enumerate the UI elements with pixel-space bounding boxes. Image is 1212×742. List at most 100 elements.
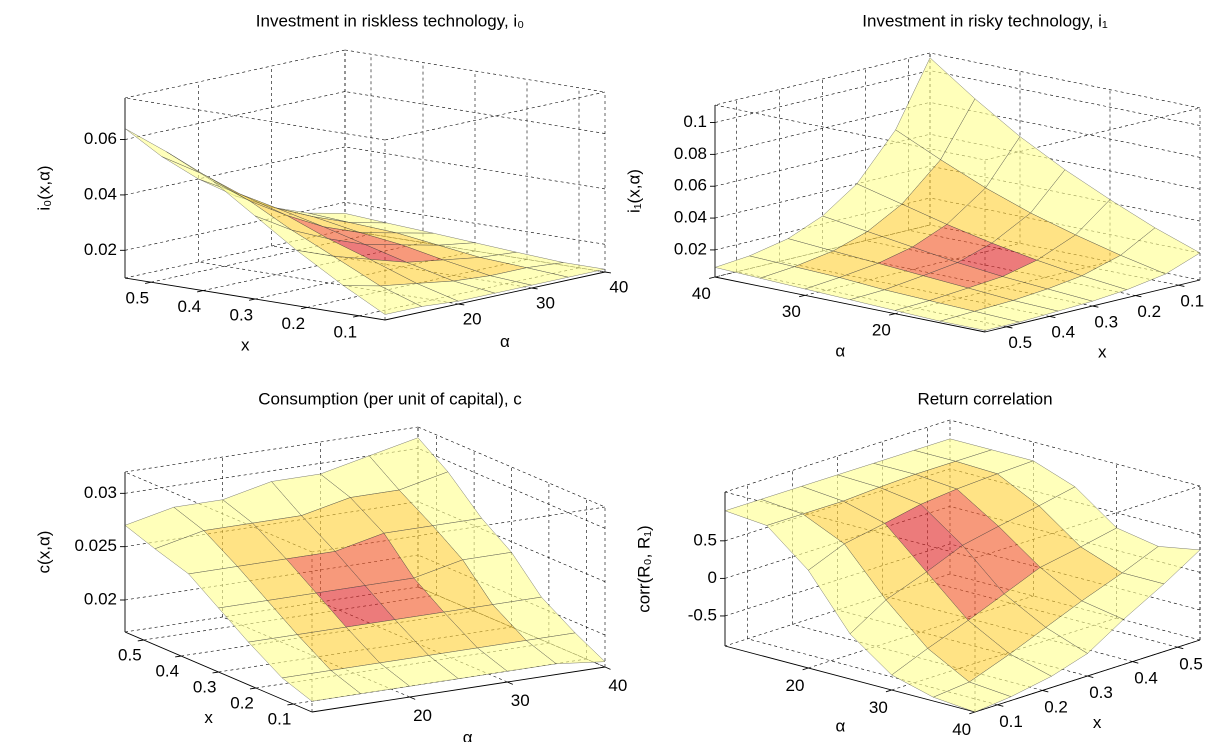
subplot-title: Consumption (per unit of capital), c	[258, 389, 522, 408]
tick-mark	[249, 687, 256, 690]
x-tick-label: 0.4	[178, 297, 202, 316]
grid-line	[344, 146, 606, 190]
grid-line	[927, 580, 1178, 648]
y-tick-label: 40	[692, 284, 711, 303]
x-tick-label: 0.4	[1051, 323, 1075, 342]
grid-line	[929, 70, 1201, 126]
grid-line	[714, 165, 931, 219]
y-tick-label: 40	[952, 720, 971, 739]
z-axis-label: i₁(x,α)	[624, 169, 643, 213]
y-tick-label: 30	[511, 691, 530, 710]
box-edge	[311, 666, 606, 713]
box-edge	[344, 49, 606, 93]
subplot: Investment in risky technology, i₁ 0.1 0.2…	[624, 11, 1204, 361]
tick-mark	[1177, 646, 1184, 650]
tick-mark	[1092, 305, 1099, 308]
box-edge	[949, 419, 1201, 487]
y-tick-label: 40	[608, 676, 627, 695]
tick-mark	[301, 306, 308, 310]
surface-face	[213, 181, 292, 231]
x-axis-label: x	[1098, 342, 1107, 361]
x-tick-label: 0.2	[282, 314, 306, 333]
box-edge	[714, 276, 986, 333]
grid-line	[124, 146, 346, 196]
y-axis-label: α	[835, 341, 845, 360]
x-tick-label: 0.1	[268, 710, 292, 729]
z-tick-label: 0.02	[674, 239, 707, 258]
tick-mark	[1178, 284, 1185, 287]
z-tick-label: 0.04	[84, 184, 117, 203]
surface-face	[939, 311, 1020, 331]
y-axis-label: α	[500, 332, 510, 351]
box-edge	[384, 91, 606, 141]
z-tick-label: 0.08	[674, 144, 707, 163]
z-tick-label: 0.5	[693, 530, 717, 549]
x-tick-label: 0.1	[999, 712, 1023, 731]
tick-mark	[175, 655, 182, 658]
box-edge	[124, 97, 386, 141]
grid-line	[714, 70, 931, 123]
y-tick-label: 40	[609, 278, 628, 297]
grid-line	[344, 202, 606, 245]
z-tick-label: 0.06	[84, 129, 117, 148]
z-tick-label: 0.06	[674, 176, 707, 195]
tick-mark	[145, 281, 152, 284]
x-tick-label: 0.3	[193, 678, 217, 697]
tick-mark	[604, 666, 611, 670]
tick-mark	[507, 681, 514, 685]
y-tick-label: 20	[463, 310, 482, 329]
z-tick-label: 0.02	[84, 240, 117, 259]
grid-line	[949, 468, 1201, 536]
y-tick-label: 20	[872, 320, 891, 339]
box-edge	[124, 471, 313, 553]
tick-mark	[1042, 689, 1049, 693]
grid-line	[714, 133, 931, 187]
tick-mark	[197, 290, 204, 293]
z-tick-label: 0.1	[683, 112, 707, 131]
x-axis-label: x	[1093, 713, 1102, 732]
z-tick-label: 0	[708, 568, 717, 587]
tick-mark	[802, 667, 809, 671]
tick-mark	[212, 671, 219, 674]
x-tick-label: 0.5	[1179, 654, 1203, 673]
tick-mark	[249, 298, 256, 301]
x-tick-label: 0.3	[1089, 683, 1113, 702]
z-axis-label: i₀(x,α)	[34, 165, 53, 210]
tick-mark	[604, 271, 611, 274]
box-edge	[124, 49, 346, 99]
tick-mark	[885, 689, 892, 693]
x-tick-label: 0.5	[118, 646, 142, 665]
tick-mark	[1087, 675, 1094, 678]
y-tick-label: 30	[782, 302, 801, 321]
grid-line	[714, 102, 931, 155]
tick-mark	[287, 703, 294, 706]
grid-line	[949, 543, 1201, 611]
box-edge	[384, 271, 606, 321]
x-tick-label: 0.3	[230, 305, 254, 324]
grid-line	[124, 202, 346, 251]
x-tick-label: 0.4	[155, 662, 179, 681]
tick-mark	[709, 276, 716, 279]
x-axis-label: x	[204, 708, 213, 727]
z-tick-label: 0.025	[74, 536, 117, 555]
tick-mark	[409, 696, 416, 700]
subplot-title: Investment in risky technology, i₁	[862, 11, 1108, 30]
grid-line	[417, 448, 606, 529]
x-tick-label: 0.2	[230, 694, 254, 713]
tick-mark	[889, 313, 896, 316]
surface-face	[342, 285, 423, 315]
surface-face	[281, 670, 362, 702]
y-tick-label: 30	[869, 698, 888, 717]
x-tick-label: 0.2	[1137, 302, 1161, 321]
grid-line	[124, 91, 346, 140]
tick-mark	[799, 294, 806, 298]
subplot-title: Return correlation	[917, 389, 1052, 408]
z-tick-label: -0.5	[688, 605, 717, 624]
box-edge	[417, 426, 606, 508]
x-axis-label: x	[241, 336, 250, 355]
y-tick-label: 30	[536, 294, 555, 313]
x-tick-label: 0.1	[334, 322, 358, 341]
x-tick-label: 0.5	[126, 289, 150, 308]
